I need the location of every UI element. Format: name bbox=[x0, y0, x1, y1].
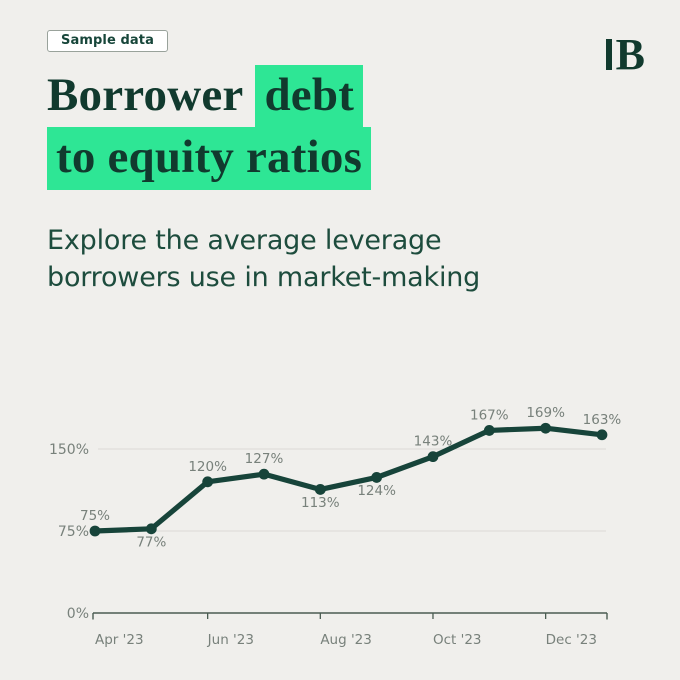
data-point bbox=[540, 422, 552, 434]
data-point-label: 124% bbox=[357, 483, 396, 499]
title-line-1: Borrower debt bbox=[47, 64, 371, 128]
data-point bbox=[371, 472, 383, 483]
x-tick-label: Dec '23 bbox=[546, 632, 597, 648]
x-tick-label: Jun '23 bbox=[207, 632, 254, 648]
y-tick-label: 75% bbox=[58, 524, 89, 540]
b-logo-bar-icon bbox=[605, 39, 613, 70]
title-highlight-debt: debt bbox=[255, 65, 364, 128]
data-point bbox=[202, 476, 214, 488]
data-point bbox=[258, 468, 270, 480]
sample-data-badge: Sample data bbox=[47, 30, 168, 52]
x-tick-label: Oct '23 bbox=[433, 632, 482, 648]
subtitle-line-2: borrowers use in market-making bbox=[47, 262, 481, 293]
data-point bbox=[427, 451, 439, 463]
data-point bbox=[483, 425, 495, 436]
data-point bbox=[89, 525, 101, 537]
data-point-label: 127% bbox=[245, 451, 284, 467]
data-point bbox=[145, 523, 157, 535]
data-point-label: 163% bbox=[583, 412, 622, 428]
title-highlight-ratios: to equity ratios bbox=[47, 127, 372, 190]
page-subtitle: Explore the average leverage borrowers u… bbox=[47, 222, 480, 296]
subtitle-line-1: Explore the average leverage bbox=[47, 225, 442, 256]
title-plain-text: Borrower bbox=[47, 69, 244, 121]
data-point bbox=[314, 484, 326, 495]
data-point-label: 169% bbox=[526, 405, 565, 421]
data-point-label: 167% bbox=[470, 407, 509, 423]
brand-logo: B bbox=[605, 30, 645, 79]
y-tick-label: 150% bbox=[49, 442, 89, 458]
title-line-2: to equity ratios bbox=[47, 126, 372, 190]
data-point bbox=[596, 429, 608, 441]
x-tick-label: Aug '23 bbox=[320, 632, 372, 648]
data-point-label: 113% bbox=[301, 495, 340, 511]
b-logo-icon: B bbox=[615, 30, 645, 79]
data-line bbox=[92, 425, 605, 534]
data-point-label: 120% bbox=[188, 459, 227, 475]
data-point-label: 143% bbox=[414, 434, 453, 450]
x-tick-label: Apr '23 bbox=[95, 632, 144, 648]
data-point-label: 77% bbox=[136, 534, 166, 550]
y-tick-label: 0% bbox=[67, 606, 89, 622]
page-title: Borrower debt to equity ratios bbox=[47, 64, 372, 190]
data-point-label: 75% bbox=[80, 508, 110, 524]
